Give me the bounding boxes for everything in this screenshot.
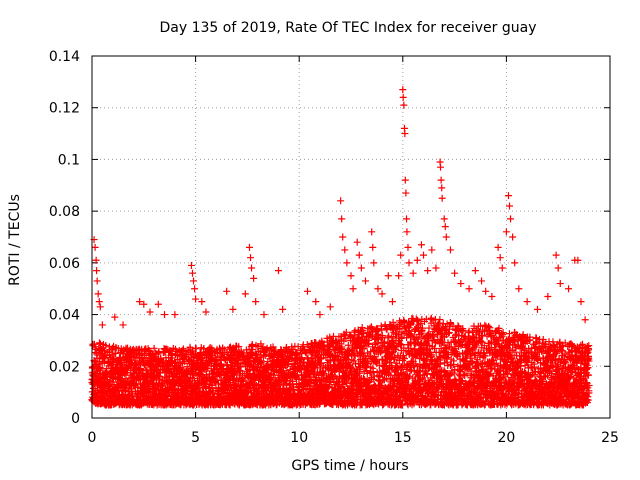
x-tick-label: 0 (88, 430, 97, 446)
grid-layer (92, 56, 610, 418)
data-point (338, 343, 346, 351)
data-point (135, 375, 143, 383)
data-point (320, 370, 328, 378)
data-point (269, 343, 277, 351)
data-point (108, 351, 116, 359)
y-tick-label: 0.1 (58, 152, 80, 168)
data-point (150, 344, 158, 352)
data-point (263, 344, 271, 352)
x-tick-label: 20 (497, 430, 515, 446)
x-tick-labels: 0 5 10 15 20 25 (88, 430, 619, 446)
data-point (168, 354, 176, 362)
data-point (249, 345, 257, 353)
data-point (344, 341, 352, 349)
data-point (102, 342, 110, 350)
data-point (96, 363, 104, 371)
y-tick-labels: 0 0.02 0.04 0.06 0.08 0.1 0.12 0.14 (49, 49, 80, 427)
data-point (133, 374, 141, 382)
data-point (289, 346, 297, 354)
data-point (302, 348, 310, 356)
data-point (212, 355, 220, 363)
x-tick-label: 5 (191, 430, 200, 446)
data-point (325, 382, 333, 390)
y-tick-label: 0 (71, 411, 80, 427)
x-tick-label: 15 (394, 430, 412, 446)
y-tick-label: 0.08 (49, 204, 80, 220)
x-tick-label: 25 (601, 430, 619, 446)
data-point (132, 360, 140, 368)
data-point (302, 349, 310, 357)
data-point (332, 337, 340, 345)
data-point (354, 335, 362, 343)
data-point (95, 339, 103, 347)
x-tick-label: 10 (290, 430, 308, 446)
data-point (235, 366, 243, 374)
y-tick-label: 0.12 (49, 101, 80, 117)
data-point (221, 356, 229, 364)
data-point (350, 357, 358, 365)
data-point (192, 345, 200, 353)
data-point (357, 383, 365, 391)
data-point (239, 376, 247, 384)
y-tick-label: 0.06 (49, 256, 80, 272)
data-point (342, 335, 350, 343)
y-tick-label: 0.02 (49, 359, 80, 375)
data-point (235, 343, 243, 351)
data-point (297, 390, 305, 398)
y-tick-label: 0.14 (49, 49, 80, 65)
data-points (88, 86, 593, 409)
y-tick-label: 0.04 (49, 308, 80, 324)
data-point (257, 357, 265, 365)
data-point (214, 370, 222, 378)
data-point (326, 343, 334, 351)
data-point (326, 378, 334, 386)
data-point (100, 347, 108, 355)
data-point (358, 324, 366, 332)
data-point (334, 352, 342, 360)
data-point (155, 347, 163, 355)
chart-title: Day 135 of 2019, Rate Of TEC Index for r… (160, 20, 537, 36)
